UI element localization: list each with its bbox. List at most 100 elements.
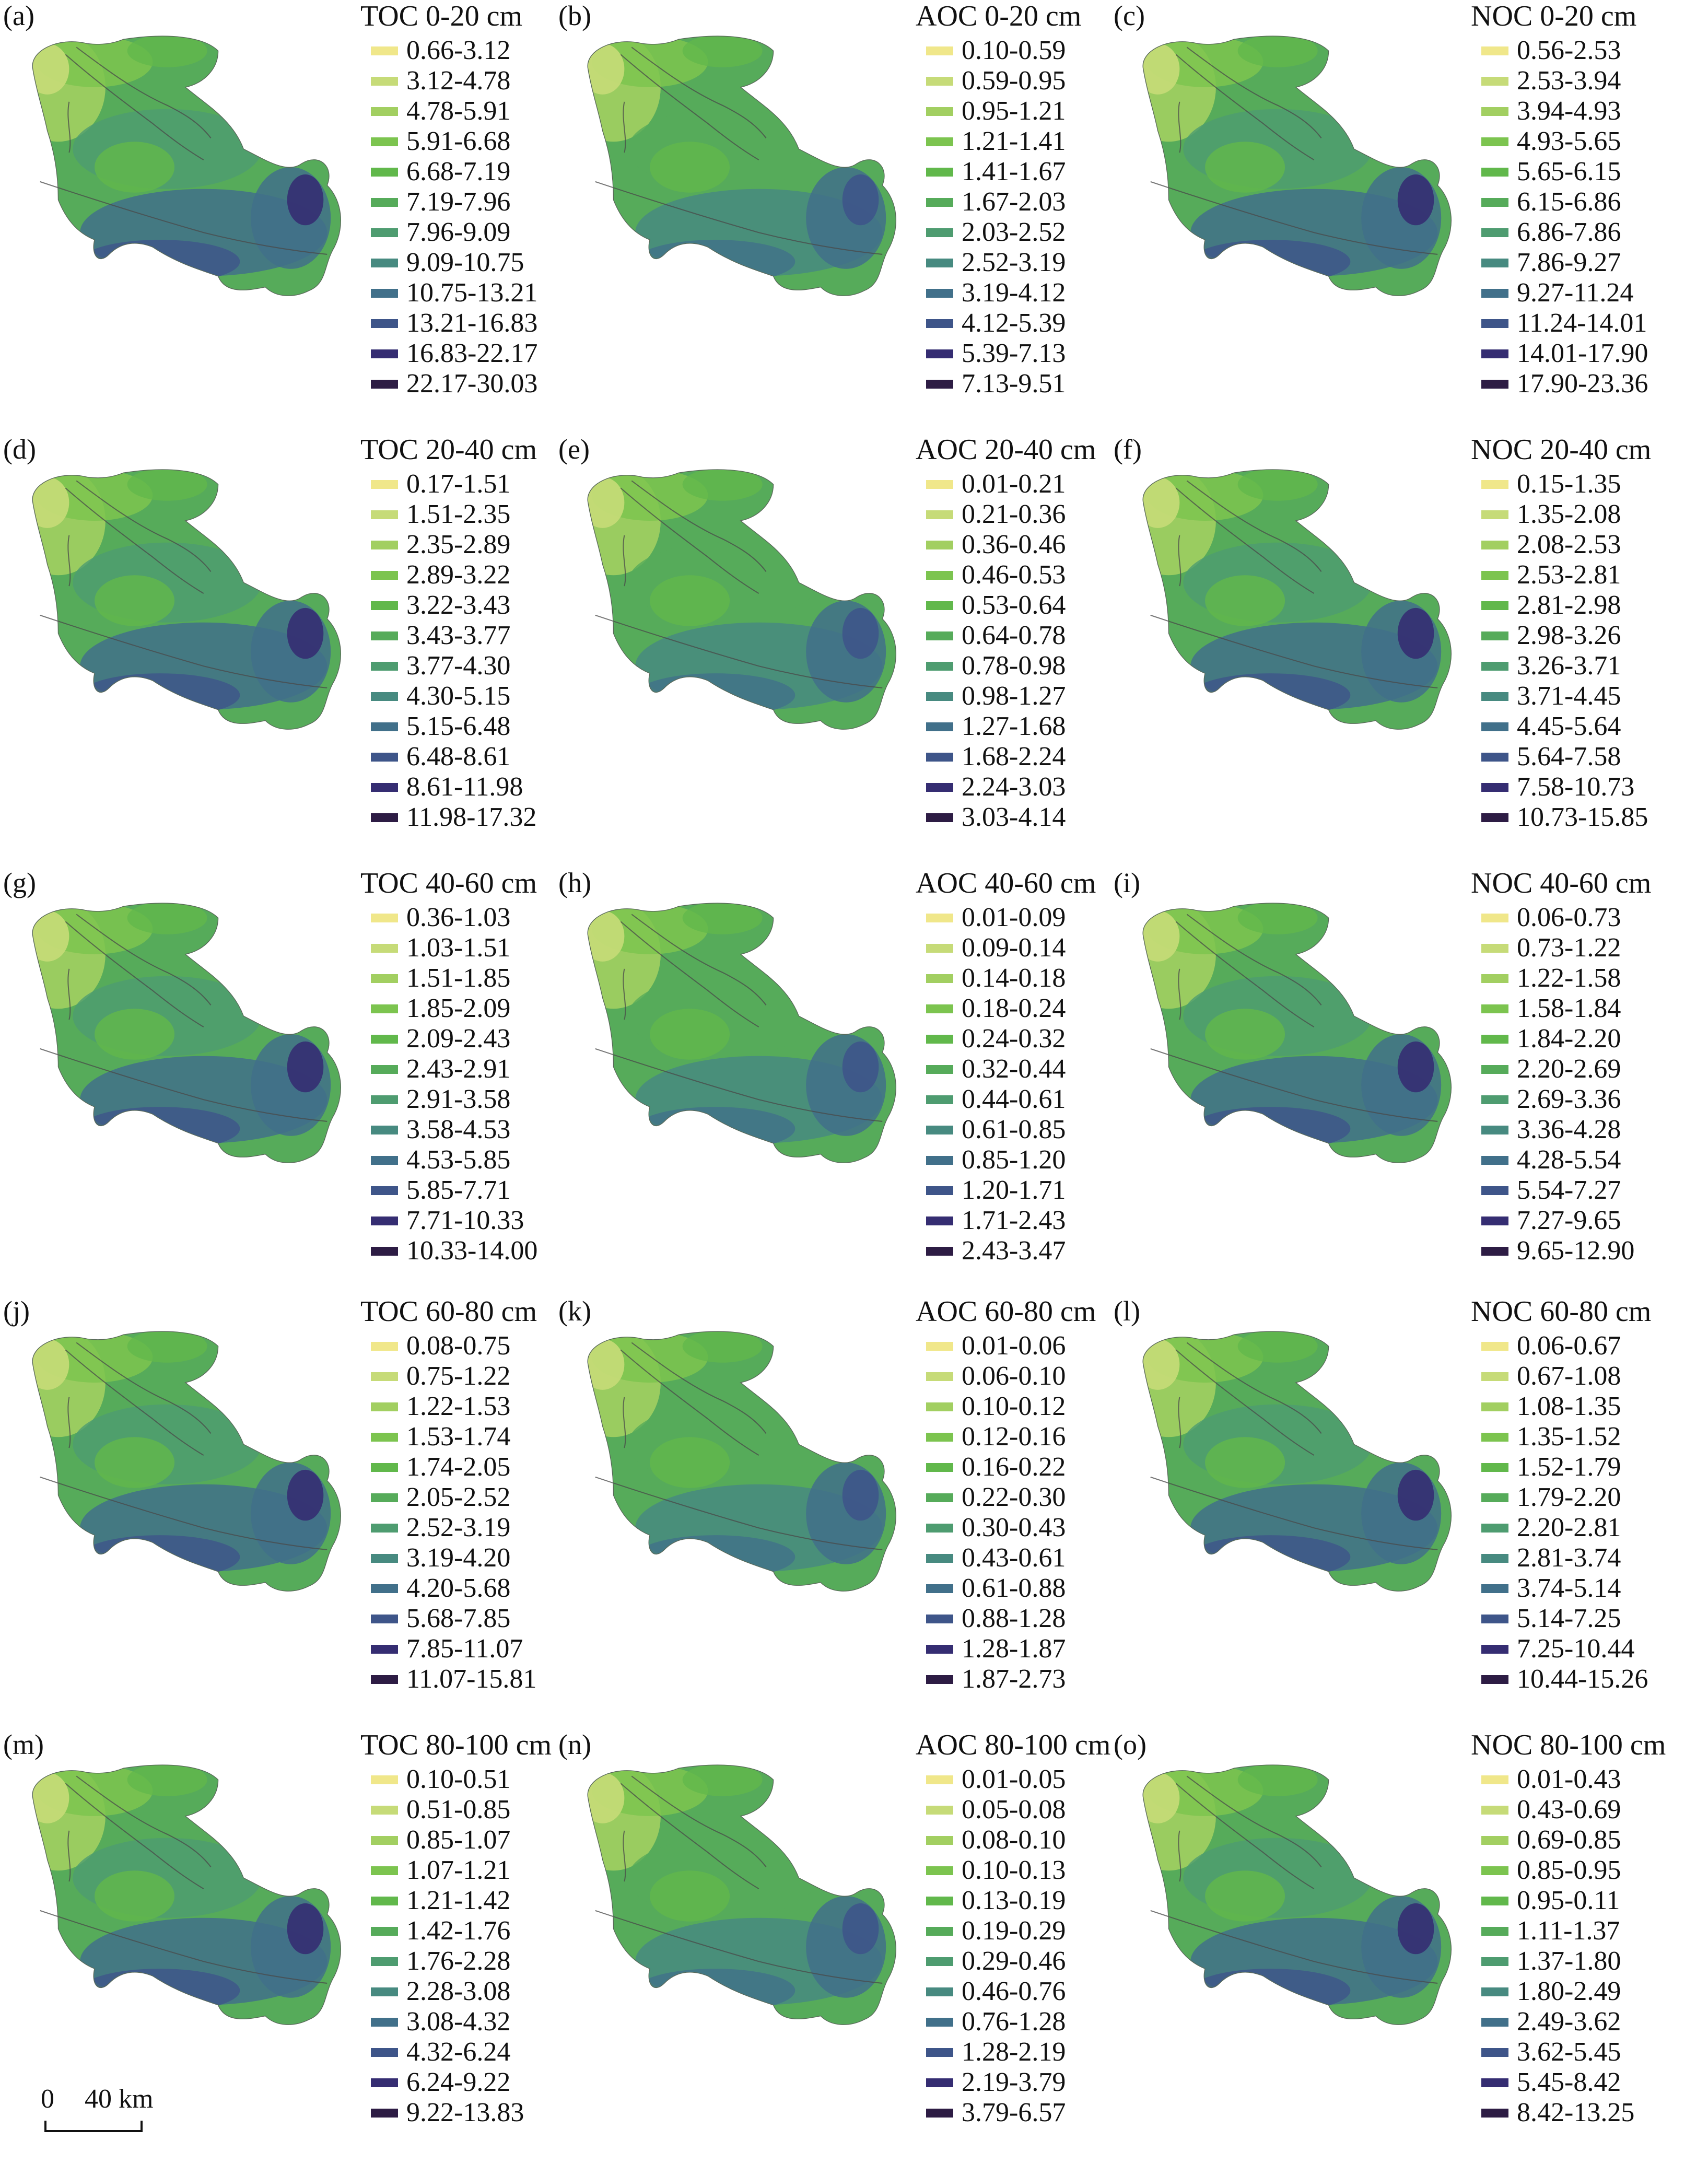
legend-range-label: 10.44-15.26 [1517, 1664, 1648, 1694]
legend-range-label: 0.98-1.27 [962, 681, 1066, 711]
legend-range-label: 1.41-1.67 [962, 157, 1066, 186]
legend-range-label: 1.07-1.21 [406, 1855, 511, 1885]
legend-range-label: 0.13-0.19 [962, 1886, 1066, 1915]
legend-range-label: 0.53-0.64 [962, 590, 1066, 620]
legend-swatch [371, 510, 398, 519]
river-line [620, 921, 759, 1027]
legend-swatch [371, 813, 398, 822]
legend-range-label: 11.98-17.32 [406, 802, 537, 832]
river-line [67, 1397, 71, 1448]
legend-range-label: 11.07-15.81 [406, 1664, 537, 1694]
legend-swatch [371, 480, 398, 489]
panel-title: NOC 60-80 cm [1471, 1295, 1652, 1328]
map-outline [587, 1764, 896, 2025]
legend-swatch [1481, 1927, 1508, 1936]
map-color-zone [1190, 1535, 1351, 1579]
river-line [595, 614, 883, 688]
river-line [65, 921, 204, 1027]
legend-range-label: 2.53-2.81 [1517, 560, 1621, 590]
legend-range-label: 3.62-5.45 [1517, 2037, 1621, 2067]
panel-title: AOC 80-100 cm [916, 1729, 1111, 1761]
legend-range-label: 7.27-9.65 [1517, 1206, 1621, 1235]
map-color-zone [588, 1339, 625, 1390]
legend-range-label: 9.09-10.75 [406, 248, 524, 277]
map-outline [1142, 1331, 1452, 1592]
legend-swatch [371, 1372, 398, 1381]
legend-swatch [926, 601, 953, 610]
legend-range-label: 0.36-0.46 [962, 530, 1066, 559]
legend-range-label: 0.08-0.75 [406, 1331, 511, 1361]
map-color-zone [95, 1009, 175, 1060]
panel-label: (k) [558, 1295, 591, 1327]
scale-distance-label: 40 km [85, 2084, 154, 2114]
legend-swatch [1481, 944, 1508, 953]
legend-swatch [371, 289, 398, 298]
river-line [623, 968, 626, 1020]
legend-swatch [1481, 541, 1508, 549]
legend-swatch [371, 1035, 398, 1044]
river-line [1175, 1783, 1315, 1889]
legend-range-label: 2.24-3.03 [962, 772, 1066, 802]
river-line [1150, 1476, 1438, 1550]
map-color-zone [80, 240, 240, 284]
map-panel: (o) NOC 80-100 cm 0.01-0.43 0.43-0.69 0.69-0… [1110, 1729, 1666, 2160]
legend-swatch [1481, 1433, 1508, 1442]
map-outline [1142, 469, 1452, 730]
legend-swatch [926, 228, 953, 237]
river-line [40, 1476, 327, 1550]
legend-swatch [926, 510, 953, 519]
legend-swatch [926, 1433, 953, 1442]
legend-swatch [926, 571, 953, 580]
map-color-zone [80, 673, 240, 717]
river-line [65, 54, 204, 160]
legend-swatch [371, 1554, 398, 1563]
legend-range-label: 1.11-1.37 [1517, 1916, 1620, 1946]
legend-range-label: 0.46-0.76 [962, 1976, 1066, 2006]
river-line [623, 101, 626, 153]
map-color-zone [650, 142, 730, 193]
legend-swatch [926, 1156, 953, 1165]
choropleth-map [587, 36, 896, 296]
legend-swatch [926, 662, 953, 671]
map-color-zone [1237, 470, 1318, 501]
legend-range-label: 1.51-2.35 [406, 499, 511, 529]
legend-swatch [1481, 1675, 1508, 1684]
legend-swatch [371, 1584, 398, 1593]
choropleth-map [32, 36, 341, 296]
legend-swatch [1481, 380, 1508, 389]
river-line [623, 1830, 626, 1882]
map-color-zone [1397, 607, 1434, 659]
map-color-zone [127, 903, 207, 934]
river-line [40, 1910, 327, 1984]
map-outline [32, 1331, 341, 1592]
map-color-zone [650, 1009, 730, 1060]
legend-swatch [371, 692, 398, 701]
river-line [595, 1910, 883, 1984]
legend-range-label: 6.24-9.22 [406, 2067, 511, 2097]
legend-range-label: 0.10-0.13 [962, 1855, 1066, 1885]
choropleth-map [587, 903, 896, 1163]
legend-swatch [371, 2078, 398, 2087]
map-outline [32, 469, 341, 730]
legend-range-label: 8.42-13.25 [1517, 2098, 1635, 2127]
legend-swatch [371, 1126, 398, 1134]
legend-range-label: 0.43-0.69 [1517, 1795, 1621, 1824]
legend-swatch [371, 1866, 398, 1875]
legend-swatch [926, 168, 953, 177]
river-line [1186, 914, 1322, 1005]
map-color-zone [1190, 1969, 1351, 2013]
legend-swatch [371, 1524, 398, 1533]
legend-swatch [1481, 1645, 1508, 1654]
river-line [76, 1342, 212, 1434]
legend-range-label: 0.10-0.59 [962, 36, 1066, 65]
map-outline [587, 903, 896, 1163]
legend-range-label: 16.83-22.17 [406, 338, 538, 368]
legend-range-label: 0.85-1.20 [962, 1145, 1066, 1175]
legend-range-label: 0.75-1.22 [406, 1361, 511, 1391]
legend-range-label: 9.65-12.90 [1517, 1236, 1635, 1266]
legend-range-label: 1.37-1.80 [1517, 1946, 1621, 1976]
map-color-zone [1237, 903, 1318, 934]
legend-swatch [1481, 601, 1508, 610]
map-outline [32, 903, 341, 1163]
river-line [620, 1349, 759, 1456]
